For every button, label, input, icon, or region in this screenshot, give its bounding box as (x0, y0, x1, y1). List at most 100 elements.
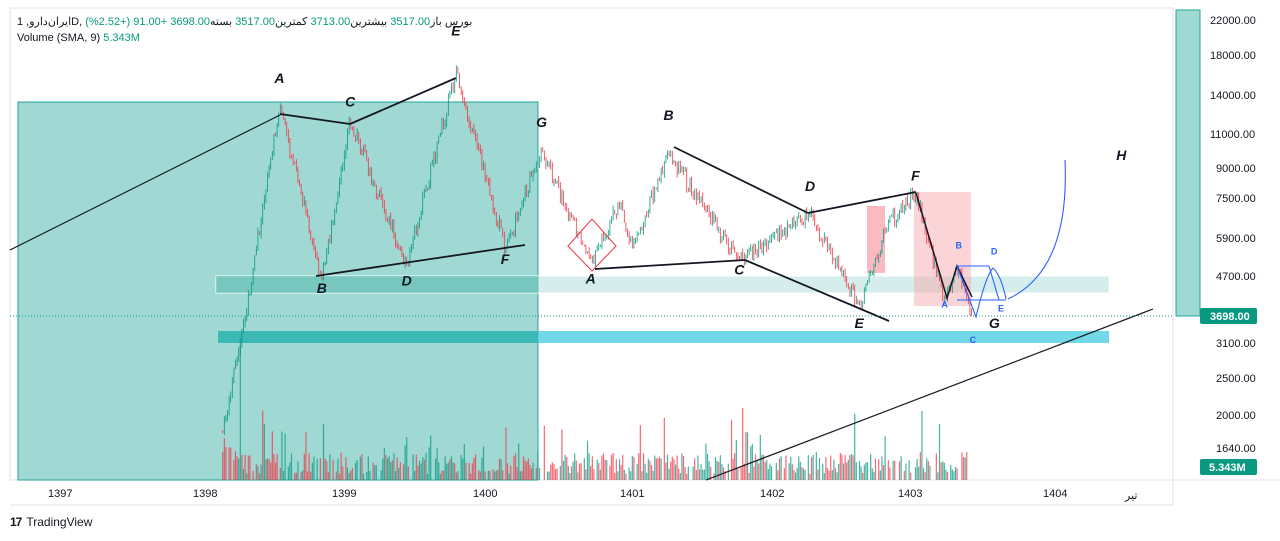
volume-bar (396, 457, 398, 480)
trendline-ac (279, 113, 351, 125)
volume-bar (513, 456, 515, 480)
volume-bar (263, 423, 265, 480)
volume-bar (442, 470, 445, 480)
volume-bar (692, 466, 694, 480)
volume-bar (239, 337, 241, 480)
wave-label: C (345, 94, 356, 110)
volume-bar (615, 459, 617, 480)
tradingview-brand[interactable]: 17 TradingView (10, 515, 92, 529)
y-tick: 18000.00 (1210, 50, 1256, 62)
volume-bar (791, 464, 793, 480)
volume-bar (234, 451, 237, 480)
wave-labels: A B C D E F G A B C D E F G H (273, 23, 1127, 331)
forecast-label: E (998, 304, 1004, 314)
target-band-inner (218, 331, 538, 343)
volume-bar (257, 466, 259, 480)
volume-bar (790, 456, 792, 480)
volume-bar (758, 463, 760, 480)
volume-bar (578, 463, 581, 480)
volume-bar (799, 461, 801, 480)
volume-bar (921, 410, 923, 480)
volume-bar (926, 458, 928, 480)
last-price-label: 3698.00 (1210, 311, 1250, 323)
volume-bar (510, 465, 512, 480)
last-volume-label: 5.343M (1209, 462, 1246, 474)
last-price-badge (1200, 308, 1257, 324)
volume-bar (418, 460, 421, 480)
volume-bar (233, 459, 235, 480)
volume-bar (553, 464, 555, 480)
volume-bar (308, 453, 310, 480)
volume-bar (302, 470, 304, 480)
volume-bar (561, 429, 563, 480)
volume-bar (676, 455, 678, 480)
volume-bar (311, 462, 313, 480)
volume-bar (956, 468, 958, 480)
volume-bar (769, 463, 771, 480)
volume-bar (823, 473, 825, 480)
volume-bar (855, 462, 857, 480)
price-scale[interactable]: 22000.00 18000.00 14000.00 11000.00 9000… (1210, 15, 1256, 455)
time-scale[interactable]: 1397 1398 1399 1400 1401 1402 1403 1404 … (48, 488, 1137, 502)
volume-bar (798, 456, 800, 480)
volume-bar (434, 458, 437, 480)
volume-bar (852, 455, 854, 480)
low-value: 3517.00 (235, 16, 275, 28)
volume-bar (631, 455, 633, 480)
volume-bar (833, 459, 835, 480)
volume-bar (718, 461, 720, 480)
volume-bar (550, 464, 552, 480)
volume-bar (439, 473, 441, 480)
volume-bar (935, 453, 937, 480)
volume-bar (495, 470, 497, 480)
volume-bar (609, 465, 611, 480)
volume-bar (721, 463, 723, 480)
volume-bar (668, 468, 670, 480)
volume-bar (831, 470, 833, 480)
volume-bar (247, 455, 249, 480)
volume-bar (436, 448, 438, 480)
volume-label[interactable]: Volume (17, 32, 54, 44)
volume-bar (505, 427, 507, 480)
volume-bar (287, 466, 289, 480)
volume-bar (246, 473, 248, 480)
volume-bar (294, 472, 296, 480)
volume-bar (770, 466, 773, 480)
volume-bar (966, 452, 968, 480)
forecast-label: C (970, 335, 977, 345)
volume-bar (273, 454, 275, 480)
volume-bar (950, 465, 952, 480)
x-tick: تیر (1124, 490, 1137, 502)
volume-bar (548, 471, 550, 480)
volume-bar (394, 471, 397, 480)
symbol-name[interactable]: ایران‌دارو, 1D, بورس (17, 16, 473, 28)
volume-bar (879, 470, 881, 480)
volume-bar (399, 462, 401, 480)
volume-bar (222, 451, 224, 480)
low-label: کمترین (274, 16, 308, 28)
volume-bar (417, 465, 419, 480)
volume-bar (622, 454, 624, 480)
volume-bar (954, 466, 957, 480)
volume-bar (734, 453, 736, 480)
volume-bar (303, 453, 305, 480)
volume-bar (585, 469, 587, 480)
volume-bar (526, 461, 528, 480)
pink-zone-small (867, 206, 885, 273)
open-label: باز (430, 16, 442, 28)
volume-bar (697, 455, 699, 480)
wave-label: H (1116, 147, 1127, 163)
volume-bar (710, 466, 712, 480)
trendline-ce2 (744, 259, 890, 322)
volume-bar (599, 469, 601, 480)
volume-bar (428, 447, 430, 480)
volume-bar (743, 463, 745, 480)
volume-bar (359, 456, 361, 480)
wave-label: A (585, 270, 596, 286)
wave-label: A (273, 70, 284, 86)
wave-label: D (805, 178, 815, 194)
volume-bar (593, 469, 595, 480)
volume-bar (588, 453, 590, 480)
